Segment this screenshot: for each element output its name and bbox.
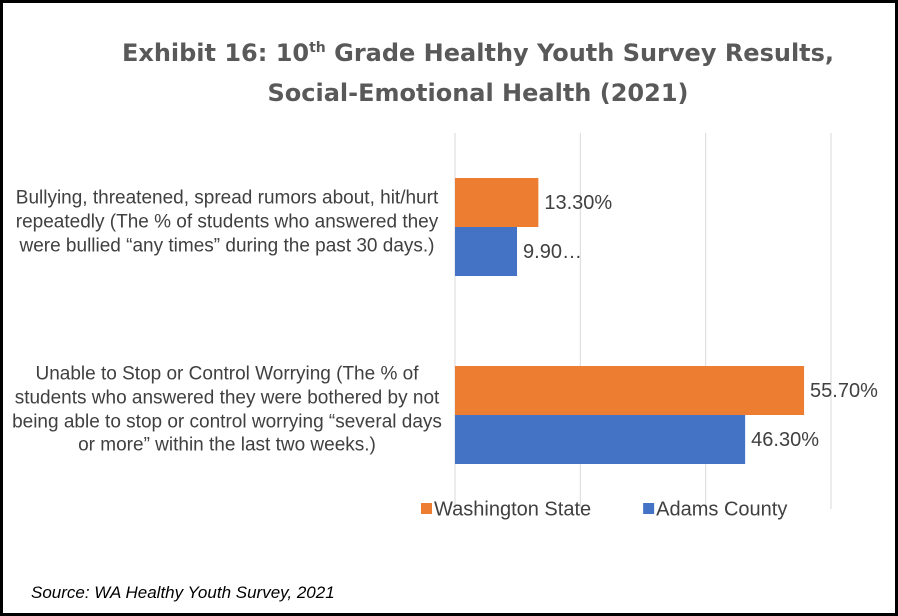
- source: Source: WA Healthy Youth Survey, 2021: [31, 583, 335, 602]
- data-label: 9.90…: [523, 241, 582, 263]
- bar: [455, 178, 539, 227]
- y-tick-label: Bullying, threatened, spread rumors abou…: [15, 187, 439, 256]
- legend-swatch: [421, 503, 432, 514]
- title-text: Exhibit 16: 10: [121, 39, 310, 67]
- legend-label: Adams County: [656, 498, 787, 520]
- chart-title: Social-Emotional Health (2021): [43, 79, 895, 107]
- title-superscript: th: [309, 40, 326, 56]
- data-label: 13.30%: [544, 192, 612, 214]
- bar: [455, 227, 518, 276]
- legend-swatch: [643, 503, 655, 514]
- title-text: Grade Healthy Youth Survey Results,: [325, 39, 835, 67]
- bar: [455, 415, 746, 464]
- title-text: Social-Emotional Health (2021): [267, 79, 689, 107]
- bar: [455, 366, 805, 415]
- legend-label: Washington State: [434, 498, 591, 520]
- y-tick-label: Unable to Stop or Control Worrying (The …: [12, 363, 442, 456]
- plot: 13.30% 9.90… 55.70% 46.30% Washington State A…: [421, 133, 878, 520]
- data-label: 46.30%: [751, 429, 819, 451]
- data-label: 55.70%: [810, 380, 878, 402]
- chart-title: Exhibit 16: 10th Grade Healthy Youth Sur…: [43, 39, 895, 67]
